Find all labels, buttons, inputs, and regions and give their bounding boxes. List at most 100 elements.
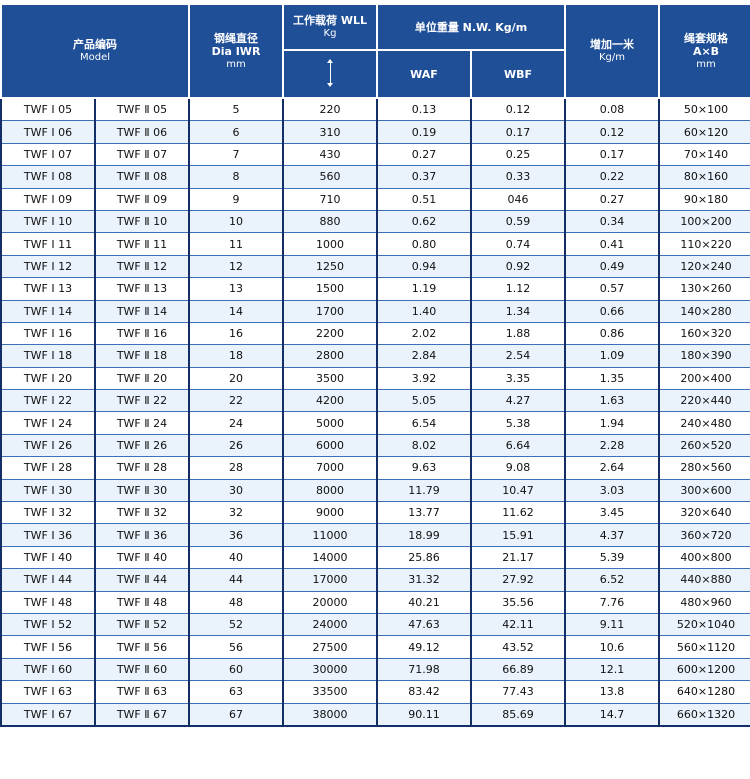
header-wll-label: 工作载荷 WLL [293, 14, 367, 27]
cell-sleeve-size: 120×240 [658, 255, 750, 279]
cell-wll: 3500 [282, 367, 378, 391]
cell-model-i: TWF Ⅰ 20 [0, 367, 96, 391]
cell-waf: 1.19 [376, 277, 472, 301]
cell-add-per-meter: 1.63 [564, 389, 660, 413]
cell-sleeve-size: 50×100 [658, 98, 750, 122]
table-row: TWF Ⅰ 32 TWF Ⅱ 32 32 9000 13.77 11.62 3.45 320×… [0, 501, 750, 525]
cell-wll: 310 [282, 120, 378, 144]
cell-wbf: 35.56 [470, 591, 566, 614]
cell-sleeve-size: 240×480 [658, 411, 750, 435]
cell-model-i: TWF Ⅰ 08 [0, 165, 96, 189]
cell-sleeve-size: 90×180 [658, 188, 750, 211]
cell-sleeve-size: 180×390 [658, 344, 750, 368]
cell-model-i: TWF Ⅰ 26 [0, 434, 96, 458]
cell-model-ii: TWF Ⅱ 13 [94, 277, 190, 301]
table-row: TWF Ⅰ 12 TWF Ⅱ 12 12 1250 0.94 0.92 0.49 120×24… [0, 255, 750, 279]
cell-sleeve-size: 280×560 [658, 456, 750, 480]
double-arrow-icon [326, 58, 333, 87]
cell-wbf: 21.17 [470, 546, 566, 570]
cell-wbf: 9.08 [470, 456, 566, 480]
cell-wll: 1700 [282, 300, 378, 323]
cell-sleeve-size: 100×200 [658, 210, 750, 234]
cell-add-per-meter: 0.08 [564, 98, 660, 122]
cell-wbf: 2.54 [470, 344, 566, 368]
cell-model-ii: TWF Ⅱ 09 [94, 188, 190, 211]
cell-wll: 20000 [282, 591, 378, 614]
cell-model-ii: TWF Ⅱ 11 [94, 232, 190, 256]
cell-wbf: 0.74 [470, 232, 566, 256]
cell-sleeve-size: 520×1040 [658, 613, 750, 637]
cell-model-ii: TWF Ⅱ 16 [94, 322, 190, 346]
table-row: TWF Ⅰ 13 TWF Ⅱ 13 13 1500 1.19 1.12 0.57 130×26… [0, 277, 750, 301]
cell-wll: 8000 [282, 479, 378, 503]
cell-waf: 31.32 [376, 568, 472, 592]
header-wll: 工作载荷 WLL Kg [282, 5, 378, 51]
cell-sleeve-size: 200×400 [658, 367, 750, 391]
header-sleeve-unit: mm [696, 58, 716, 70]
cell-diameter: 9 [188, 188, 284, 211]
cell-model-ii: TWF Ⅱ 36 [94, 523, 190, 547]
cell-wll: 1500 [282, 277, 378, 301]
cell-waf: 6.54 [376, 411, 472, 435]
cell-sleeve-size: 80×160 [658, 165, 750, 189]
cell-sleeve-size: 320×640 [658, 501, 750, 525]
cell-model-i: TWF Ⅰ 67 [0, 703, 96, 727]
cell-model-i: TWF Ⅰ 48 [0, 591, 96, 614]
cell-model-i: TWF Ⅰ 28 [0, 456, 96, 480]
cell-add-per-meter: 12.1 [564, 658, 660, 682]
cell-model-i: TWF Ⅰ 44 [0, 568, 96, 592]
cell-add-per-meter: 6.52 [564, 568, 660, 592]
header-net-weight: 单位重量 N.W. Kg/m [376, 5, 566, 51]
cell-waf: 47.63 [376, 613, 472, 637]
table-row: TWF Ⅰ 08 TWF Ⅱ 08 8 560 0.37 0.33 0.22 80×160 [0, 165, 750, 189]
cell-waf: 90.11 [376, 703, 472, 727]
cell-waf: 0.37 [376, 165, 472, 189]
cell-wll: 27500 [282, 635, 378, 659]
cell-diameter: 52 [188, 613, 284, 637]
cell-sleeve-size: 480×960 [658, 591, 750, 614]
cell-wll: 2800 [282, 344, 378, 368]
cell-add-per-meter: 1.35 [564, 367, 660, 391]
table-row: TWF Ⅰ 48 TWF Ⅱ 48 48 20000 40.21 35.56 7.76 480… [0, 591, 750, 614]
cell-wll: 14000 [282, 546, 378, 570]
cell-sleeve-size: 360×720 [658, 523, 750, 547]
cell-diameter: 10 [188, 210, 284, 234]
cell-add-per-meter: 0.86 [564, 322, 660, 346]
cell-wll: 430 [282, 143, 378, 167]
cell-diameter: 56 [188, 635, 284, 659]
cell-waf: 9.63 [376, 456, 472, 480]
header-diameter-en: Dia IWR [211, 44, 261, 58]
cell-wbf: 0.25 [470, 143, 566, 167]
cell-wbf: 6.64 [470, 434, 566, 458]
cell-model-ii: TWF Ⅱ 44 [94, 568, 190, 592]
cell-waf: 5.05 [376, 389, 472, 413]
cell-diameter: 36 [188, 523, 284, 547]
cell-sleeve-size: 130×260 [658, 277, 750, 301]
table-row: TWF Ⅰ 09 TWF Ⅱ 09 9 710 0.51 046 0.27 90×180 [0, 188, 750, 211]
cell-waf: 0.94 [376, 255, 472, 279]
header-wll-unit: Kg [323, 28, 337, 39]
cell-model-i: TWF Ⅰ 12 [0, 255, 96, 279]
cell-diameter: 67 [188, 703, 284, 727]
cell-waf: 0.13 [376, 98, 472, 122]
cell-add-per-meter: 2.28 [564, 434, 660, 458]
cell-model-i: TWF Ⅰ 10 [0, 210, 96, 234]
spec-table: 产品编码 Model 钢绳直径 Dia IWR mm 工作载荷 WLL Kg 单… [0, 5, 750, 727]
table-row: TWF Ⅰ 24 TWF Ⅱ 24 24 5000 6.54 5.38 1.94 240×48… [0, 411, 750, 435]
cell-sleeve-size: 260×520 [658, 434, 750, 458]
cell-add-per-meter: 4.37 [564, 523, 660, 547]
cell-wll: 1250 [282, 255, 378, 279]
cell-add-per-meter: 9.11 [564, 613, 660, 637]
cell-model-i: TWF Ⅰ 11 [0, 232, 96, 256]
cell-model-ii: TWF Ⅱ 28 [94, 456, 190, 480]
table-row: TWF Ⅰ 40 TWF Ⅱ 40 40 14000 25.86 21.17 5.39 400… [0, 546, 750, 570]
table-row: TWF Ⅰ 18 TWF Ⅱ 18 18 2800 2.84 2.54 1.09 180×39… [0, 344, 750, 368]
cell-model-i: TWF Ⅰ 13 [0, 277, 96, 301]
cell-model-i: TWF Ⅰ 07 [0, 143, 96, 167]
cell-sleeve-size: 400×800 [658, 546, 750, 570]
cell-sleeve-size: 660×1320 [658, 703, 750, 727]
cell-waf: 0.62 [376, 210, 472, 234]
cell-wbf: 0.17 [470, 120, 566, 144]
cell-diameter: 7 [188, 143, 284, 167]
cell-wbf: 27.92 [470, 568, 566, 592]
